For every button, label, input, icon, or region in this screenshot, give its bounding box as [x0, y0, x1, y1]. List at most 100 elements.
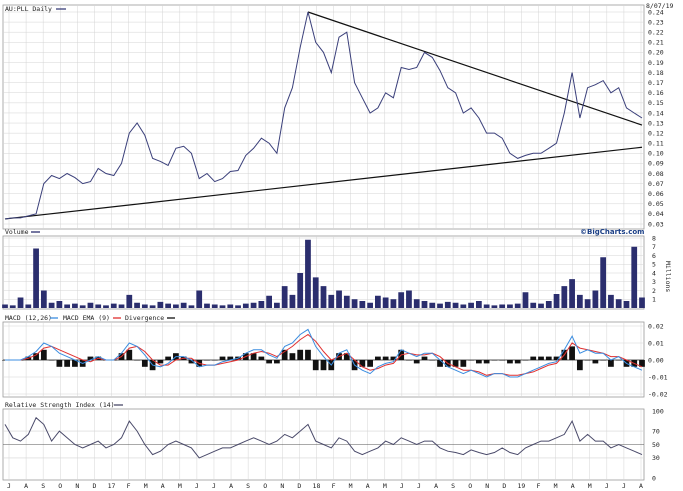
divergence-bar — [157, 360, 164, 364]
macd-panel: MACD (12,26) MACD EMA (9) Divergence 0.0… — [2, 314, 668, 398]
x-tick-label: D — [502, 482, 506, 490]
x-tick-label: A — [639, 482, 643, 490]
volume-bar — [475, 301, 482, 308]
x-tick-label: J — [400, 482, 404, 490]
volume-bar — [452, 302, 459, 308]
price-panel: AU:PLL Daily 8/07/19 0.240.230.220.210.2… — [2, 2, 673, 236]
volume-bar — [312, 277, 319, 308]
x-tick-label: J — [195, 482, 199, 490]
divergence-bar — [33, 353, 39, 360]
x-tick-label: J — [622, 482, 626, 490]
volume-bar — [615, 299, 622, 308]
divergence-bar — [188, 360, 195, 364]
price-panel-frame — [2, 4, 645, 230]
x-tick-label: A — [571, 482, 575, 490]
volume-bar — [608, 294, 614, 308]
divergence-bar — [204, 360, 210, 361]
price-line — [4, 11, 643, 220]
rsi-y-ticks: 100 70 50 30 0 — [652, 407, 664, 482]
price-y-tick-label: 0.13 — [648, 119, 664, 127]
volume-bar — [460, 304, 467, 308]
volume-bar — [483, 304, 490, 308]
divergence-legend-label: Divergence — [125, 314, 164, 322]
volume-bar — [390, 299, 397, 308]
x-tick-label: S — [451, 482, 455, 490]
divergence-bar — [141, 360, 148, 367]
volume-y-tick-label: 1 — [652, 296, 656, 304]
x-tick-label: M — [349, 482, 353, 490]
volume-bar — [336, 290, 342, 308]
volume-bar — [196, 290, 203, 308]
price-y-ticks: 0.24 0.23 0.22 0.21 0.20 0.19 0.18 0.17 0.16 0.15… — [648, 8, 664, 228]
macd-y-tick-label: 0.01 — [648, 339, 664, 347]
volume-bar — [134, 302, 140, 308]
volume-y-tick-label: 8 — [652, 234, 656, 242]
divergence-bar — [375, 356, 381, 360]
x-tick-label: O — [58, 482, 62, 490]
volume-bar — [553, 294, 560, 308]
macd-legend-label: MACD (12,26) — [5, 314, 52, 322]
macd-y-tick-label: -0.02 — [648, 390, 668, 398]
x-tick-label: M — [554, 482, 558, 490]
price-y-tick-label: 0.08 — [648, 170, 664, 178]
volume-bar — [305, 239, 311, 308]
divergence-bar — [615, 360, 622, 361]
macd-line — [5, 328, 643, 378]
volume-bar — [17, 297, 24, 308]
volume-bars — [2, 239, 645, 308]
price-y-tick-label: 0.11 — [648, 140, 664, 148]
volume-bar — [328, 294, 335, 308]
divergence-bar — [452, 360, 459, 367]
price-y-tick-label: 0.16 — [648, 89, 664, 97]
volume-title: Volume — [5, 228, 29, 236]
volume-bar — [437, 303, 443, 308]
x-tick-label: O — [263, 482, 267, 490]
volume-bar — [180, 302, 187, 308]
volume-bar — [375, 295, 381, 308]
price-y-tick-label: 0.19 — [648, 59, 664, 67]
volume-bar — [79, 305, 86, 308]
x-tick-label: A — [366, 482, 370, 490]
rsi-series — [4, 416, 643, 459]
x-tick-label: J — [417, 482, 421, 490]
divergence-bar — [576, 360, 583, 371]
volume-bar — [592, 290, 599, 308]
volume-bar — [40, 290, 47, 308]
divergence-bar — [258, 356, 265, 360]
volume-bar — [359, 301, 366, 308]
divergence-bar — [289, 353, 296, 360]
divergence-bar — [134, 360, 140, 361]
divergence-bar — [211, 360, 218, 361]
price-trendlines — [4, 11, 643, 220]
x-tick-label: M — [144, 482, 148, 490]
volume-bar — [173, 304, 179, 308]
volume-bar — [25, 304, 32, 308]
divergence-bar — [437, 360, 443, 367]
volume-bar — [584, 299, 591, 308]
volume-bar — [250, 302, 257, 308]
divergence-bar — [584, 360, 591, 361]
volume-bar — [538, 303, 544, 308]
rsi-line — [4, 416, 643, 459]
volume-y-tick-label: 2 — [652, 287, 656, 295]
volume-bar — [87, 302, 94, 308]
divergence-bar — [250, 353, 257, 360]
volume-bar — [211, 304, 218, 308]
x-tick-label: J — [212, 482, 216, 490]
divergence-bar — [522, 360, 529, 361]
divergence-bar — [305, 349, 311, 360]
x-tick-label: O — [468, 482, 472, 490]
volume-y-tick-label: 6 — [652, 252, 656, 260]
x-tick-label: S — [246, 482, 250, 490]
price-y-tick-label: 0.10 — [648, 150, 664, 158]
divergence-bar — [72, 360, 78, 367]
price-y-tick-label: 0.12 — [648, 129, 664, 137]
x-tick-label: 17 — [108, 482, 116, 490]
volume-bar — [126, 294, 133, 308]
divergence-bar — [312, 360, 319, 371]
volume-bar — [110, 303, 117, 308]
volume-bar — [576, 294, 583, 308]
volume-bar — [95, 304, 102, 308]
divergence-bar — [413, 360, 420, 364]
divergence-bar — [545, 356, 552, 360]
